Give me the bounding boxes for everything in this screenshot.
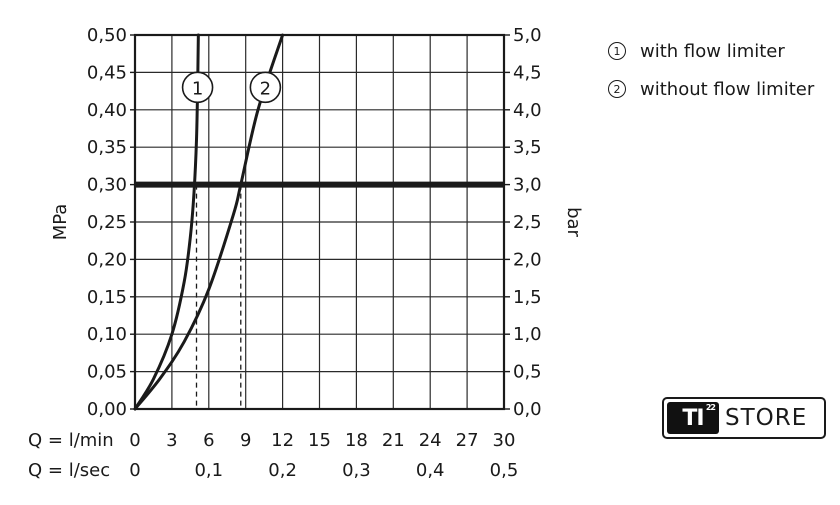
legend-label-1: with flow limiter: [640, 40, 785, 62]
store-text: STORE: [725, 405, 808, 431]
y-right-tick-label: 1,5: [513, 287, 542, 308]
y-right-tick-label: 3,0: [513, 175, 542, 196]
x-tick-label-row-1: 18: [345, 430, 368, 451]
x-tick-label-row-2: 0,4: [416, 460, 445, 481]
y-axis-right: 0,0 0,5 1,0 1,5 2,0 2,5 3,0 3,5 4,0 4,5 5,0 bar: [504, 25, 584, 420]
y-right-tick-label: 4,5: [513, 62, 542, 83]
y-right-tick-label: 4,0: [513, 100, 542, 121]
y-left-tick-label: 0,00: [87, 399, 127, 420]
y-left-tick-label: 0,30: [87, 175, 127, 196]
x-tick-label-row-2: 0,5: [490, 460, 519, 481]
legend-label-2: without flow limiter: [640, 78, 815, 100]
x-tick-label-row-1: 3: [166, 430, 177, 451]
x-tick-label-row-1: 9: [240, 430, 251, 451]
store-logo: TI 22: [667, 402, 719, 434]
store-logo-sup: 22: [705, 403, 716, 412]
y-right-tick-label: 0,0: [513, 399, 542, 420]
y-left-tick-label: 0,15: [87, 287, 127, 308]
x-tick-label-row-2: 0,1: [194, 460, 223, 481]
y-axis-left: 0,00 0,05 0,10 0,15 0,20 0,25 0,30 0,35 0,40 0,45…: [50, 25, 135, 420]
x-row-label-2: Q = l/sec: [28, 460, 110, 481]
x-axis: Q = l/min 0 3 6 9 12 15 18 21 24 27 30 Q = l/sec 0 0,1…: [28, 430, 518, 481]
x-tick-label-row-1: 6: [203, 430, 214, 451]
y-right-tick-label: 2,5: [513, 212, 542, 233]
y-right-tick-label: 1,0: [513, 324, 542, 345]
legend-item-2: 2 without flow limiter: [608, 70, 814, 108]
y-left-tick-label: 0,50: [87, 25, 127, 46]
x-tick-label-row-2: 0: [129, 460, 140, 481]
y-left-tick-label: 0,05: [87, 362, 127, 383]
x-tick-label-row-2: 0,2: [268, 460, 297, 481]
series-line-2: [133, 33, 285, 411]
series-marker-circle-2: [249, 71, 282, 104]
y-right-axis-title: bar: [563, 207, 584, 237]
legend-item-1: 1 with flow limiter: [608, 32, 814, 70]
y-left-tick-label: 0,25: [87, 212, 127, 233]
legend: 1 with flow limiter 2 without flow limit…: [608, 32, 814, 108]
x-tick-label-row-1: 30: [493, 430, 516, 451]
store-logo-text: TI: [682, 405, 704, 431]
y-left-tick-label: 0,40: [87, 100, 127, 121]
series-marker-circle-1: [181, 71, 214, 104]
drop-lines: [195, 184, 242, 409]
y-left-tick-label: 0,45: [87, 62, 127, 83]
y-left-tick-label: 0,10: [87, 324, 127, 345]
y-left-tick-label: 0,35: [87, 137, 127, 158]
x-tick-label-row-1: 12: [271, 430, 294, 451]
legend-marker-2: 2: [608, 80, 626, 98]
legend-marker-1: 1: [608, 42, 626, 60]
store-watermark: TI 22 STORE: [662, 397, 826, 439]
y-left-axis-title: MPa: [50, 204, 71, 241]
x-tick-label-row-1: 21: [382, 430, 405, 451]
series-marker-label-2: 2: [260, 78, 271, 99]
y-right-tick-label: 3,5: [513, 137, 542, 158]
x-tick-label-row-1: 15: [308, 430, 331, 451]
x-row-label-1: Q = l/min: [28, 430, 114, 451]
x-tick-label-row-1: 0: [129, 430, 140, 451]
series-marker-label-1: 1: [192, 78, 203, 99]
x-tick-label-row-1: 24: [419, 430, 442, 451]
y-right-tick-label: 2,0: [513, 249, 542, 270]
x-tick-label-row-1: 27: [456, 430, 479, 451]
y-right-tick-label: 5,0: [513, 25, 542, 46]
y-right-tick-label: 0,5: [513, 362, 542, 383]
y-left-tick-label: 0,20: [87, 249, 127, 270]
x-tick-label-row-2: 0,3: [342, 460, 371, 481]
